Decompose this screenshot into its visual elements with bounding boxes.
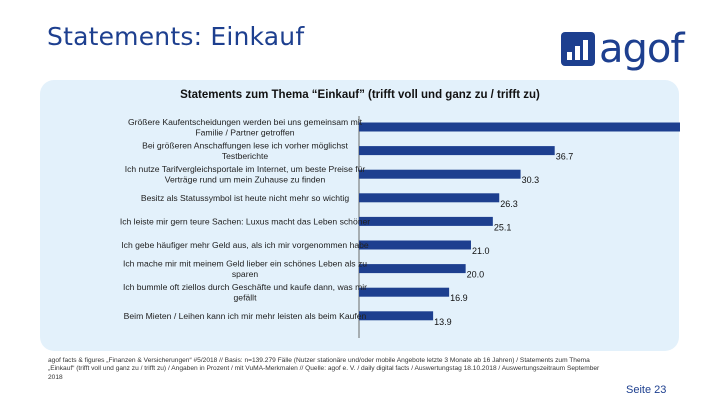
category-label: Ich bummle oft ziellos durch Geschäfte u…: [123, 282, 367, 303]
bar: [359, 287, 450, 297]
value-label: 36.7: [556, 152, 574, 162]
category-label: Ich leiste mir gern teure Sachen: Luxus …: [120, 216, 370, 226]
agof-logo: agof: [561, 25, 684, 72]
bar: [359, 311, 434, 321]
category-label: Ich nutze Tarifvergleichsportale im Inte…: [125, 164, 366, 185]
category-label: Ich gebe häufiger mehr Geld aus, als ich…: [121, 240, 369, 250]
bar-chart-icon: [561, 32, 595, 66]
bar: [359, 146, 555, 156]
page-title: Statements: Einkauf: [47, 22, 305, 51]
chart-title: Statements zum Thema “Einkauf” (trifft v…: [180, 89, 540, 101]
bar-chart: 60.2Größere Kaufentscheidungen werden be…: [120, 116, 680, 338]
value-label: 30.3: [522, 175, 540, 185]
category-label: Größere Kaufentscheidungen werden bei un…: [128, 117, 363, 138]
value-label: 16.9: [450, 293, 468, 303]
page-number: Seite 23: [626, 384, 667, 396]
category-label: Besitz als Statussymbol ist heute nicht …: [141, 193, 349, 203]
category-label: Beim Mieten / Leihen kann ich mir mehr l…: [124, 311, 367, 321]
value-label: 21.0: [472, 246, 490, 256]
value-label: 25.1: [494, 222, 512, 232]
bar: [359, 169, 521, 179]
bar: [359, 240, 471, 250]
value-label: 13.9: [434, 317, 452, 327]
bar: [359, 122, 680, 132]
category-label: Bei größeren Anschaffungen lese ich vorh…: [142, 140, 348, 161]
logo-text: agof: [599, 26, 684, 72]
bar: [359, 264, 466, 274]
bar: [359, 216, 493, 226]
value-label: 20.0: [467, 270, 485, 280]
bar: [359, 193, 500, 203]
footnote: agof facts & figures „Finanzen & Versich…: [48, 357, 600, 381]
category-label: Ich mache mir mit meinem Geld lieber ein…: [123, 258, 367, 279]
value-label: 26.3: [500, 199, 518, 209]
